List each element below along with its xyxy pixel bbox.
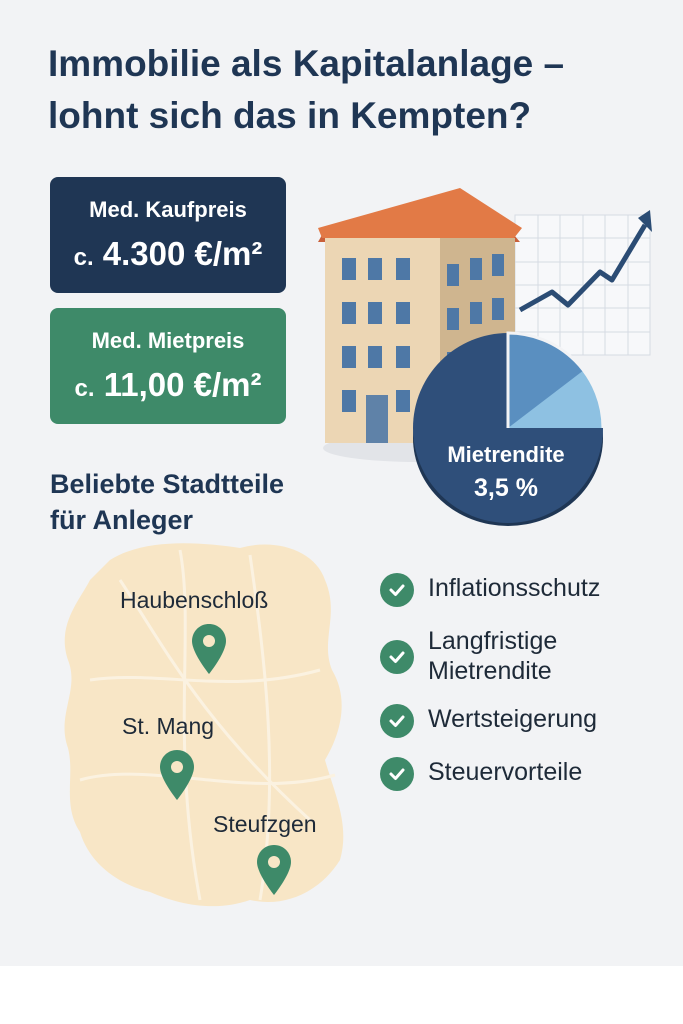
yield-value: 3,5 % (474, 474, 538, 502)
growth-arrow-icon (518, 210, 652, 313)
grid-background (514, 214, 651, 356)
check-icon (380, 573, 414, 607)
district-label-haubenschloss: Haubenschloß (120, 587, 269, 613)
map-pin-icon (257, 845, 291, 895)
benefit-item: Inflationsschutz (380, 573, 680, 607)
benefit-item: Steuervorteile (380, 757, 680, 791)
districts-heading-line-1: Beliebte Stadtteile (50, 469, 285, 499)
rent-price-prefix: c. (74, 375, 95, 402)
benefit-item: Langfristige Mietrendite (380, 626, 680, 686)
benefit-text: Inflationsschutz (428, 574, 601, 602)
check-icon (380, 757, 414, 791)
map-pin-icon (192, 624, 226, 674)
districts-heading-line-2: für Anleger (50, 505, 194, 535)
rent-price-label: Med. Mietpreis (91, 328, 245, 353)
benefit-text: Langfristige Mietrendite (428, 627, 558, 685)
district-label-st-mang: St. Mang (122, 713, 215, 739)
check-icon (380, 704, 414, 738)
district-label-steufzgen: Steufzgen (213, 811, 317, 837)
purchase-price-prefix: c. (73, 244, 94, 271)
rent-price-value: c. 11,00 €/m² (50, 366, 286, 404)
page-title: Immobilie als Kapitalanlage – lohnt sich… (48, 38, 668, 142)
benefit-text: Steuervorteile (428, 758, 583, 786)
purchase-price-label: Med. Kaufpreis (89, 197, 247, 222)
purchase-price-card: Med. Kaufpreis c. 4.300 €/m² (50, 177, 286, 293)
purchase-price-value: c. 4.300 €/m² (50, 235, 286, 273)
district-map: Haubenschloß St. Mang Steufzgen (50, 520, 360, 920)
map-pin-icon (160, 750, 194, 800)
investment-illustration (318, 188, 652, 526)
yield-name: Mietrendite (447, 442, 565, 467)
districts-heading: Beliebte Stadtteile für Anleger (50, 466, 350, 538)
yield-pie-chart (413, 331, 605, 526)
title-line-1: Immobilie als Kapitalanlage – (48, 43, 565, 84)
benefit-text: Wertsteigerung (428, 705, 598, 733)
purchase-price-amount: 4.300 €/m² (102, 235, 263, 272)
bottom-margin (0, 966, 683, 1024)
benefit-item: Wertsteigerung (380, 704, 680, 738)
yield-label: Mietrendite 3,5 % (421, 442, 591, 503)
rent-price-card: Med. Mietpreis c. 11,00 €/m² (50, 308, 286, 424)
rent-price-amount: 11,00 €/m² (103, 366, 262, 403)
check-icon (380, 640, 414, 674)
title-line-2: lohnt sich das in Kempten? (48, 95, 532, 136)
